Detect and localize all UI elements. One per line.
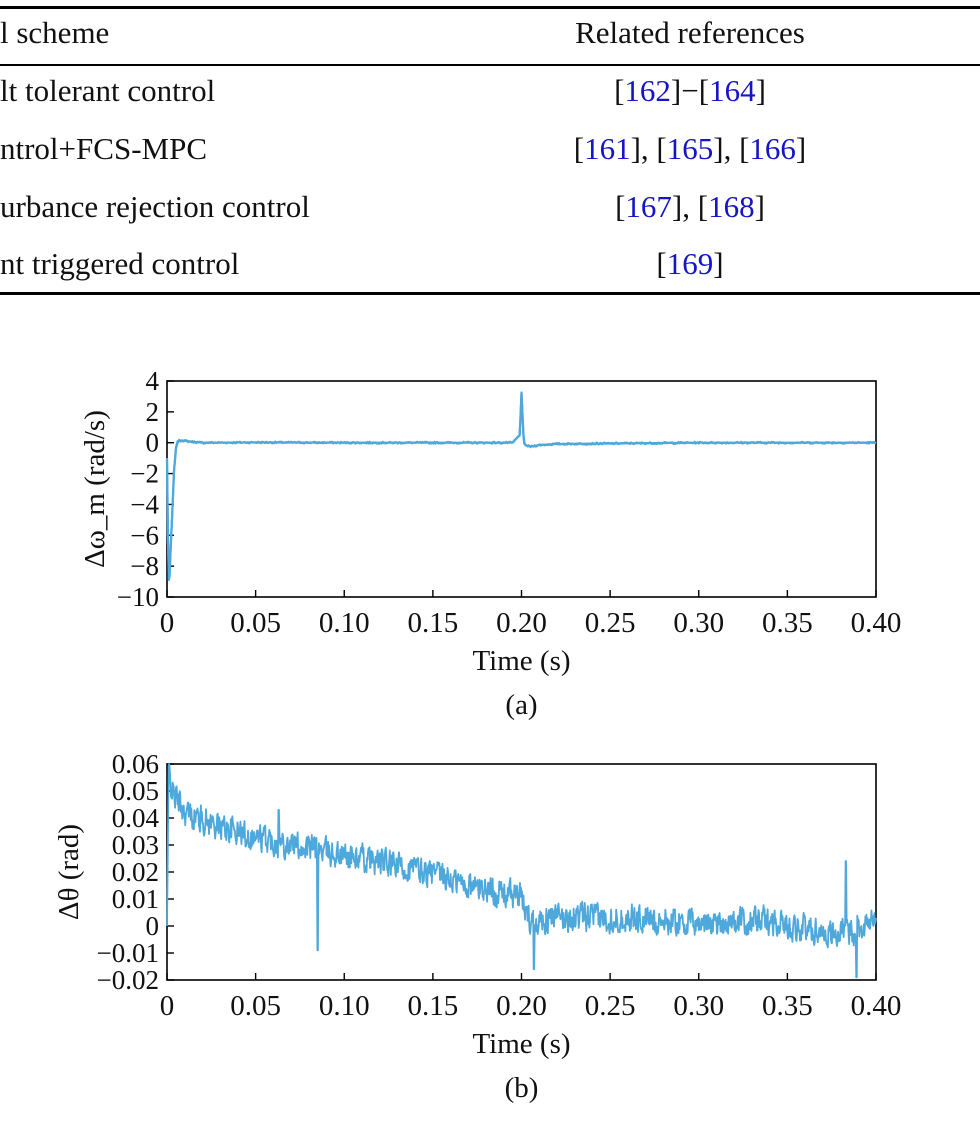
comparison-table: l scheme Related references lt tolerant … xyxy=(0,0,980,300)
citation-link[interactable]: 162 xyxy=(624,73,671,108)
x-tick-label: 0.20 xyxy=(496,607,547,639)
y-tick-label: 0.03 xyxy=(112,830,159,860)
y-tick-label: 0.05 xyxy=(112,776,159,806)
citation-link[interactable]: 168 xyxy=(708,189,755,224)
citation-bracket: ], [ xyxy=(630,131,667,166)
citation-bracket: ] xyxy=(754,189,765,224)
y-tick-label: −0.02 xyxy=(97,965,159,995)
x-tick-label: 0 xyxy=(160,607,175,639)
row-1-scheme: lt tolerant control xyxy=(0,73,216,108)
row-3-scheme: urbance rejection control xyxy=(0,189,310,224)
y-tick-label: 0 xyxy=(146,428,160,458)
x-tick-label: 0.20 xyxy=(496,990,547,1022)
y-tick-label: −10 xyxy=(117,582,159,612)
citation-bracket: [ xyxy=(615,189,626,224)
y-tick-label: 0.01 xyxy=(112,884,159,914)
x-tick-label: 0.30 xyxy=(673,607,724,639)
table-header-rule xyxy=(0,64,980,66)
panel-label: (b) xyxy=(505,1072,539,1104)
citation-bracket: ] xyxy=(755,73,766,108)
x-tick-label: 0.25 xyxy=(585,990,636,1022)
plot-frame xyxy=(166,763,877,981)
y-tick-label: −8 xyxy=(130,551,159,581)
series-line xyxy=(165,391,877,580)
citation-bracket: [ xyxy=(614,73,625,108)
citation-bracket: ], [ xyxy=(671,189,709,224)
x-tick-label: 0.40 xyxy=(851,990,902,1022)
y-axis-label-text: Δω_m (rad/s) xyxy=(79,410,111,568)
x-tick-label: 0.40 xyxy=(851,607,902,639)
x-tick-label: 0 xyxy=(160,990,175,1022)
row-4-scheme: nt triggered control xyxy=(0,246,240,281)
x-tick-label: 0.25 xyxy=(585,607,636,639)
x-tick-label: 0.35 xyxy=(762,607,813,639)
citation-link[interactable]: 167 xyxy=(625,189,672,224)
x-axis-label: Time (s) xyxy=(472,1028,570,1060)
x-tick-label: 0.15 xyxy=(408,990,459,1022)
x-tick-label: 0.15 xyxy=(408,607,459,639)
x-tick-label: 0.10 xyxy=(319,607,370,639)
series-keypoints xyxy=(165,392,876,582)
row-1-references: [162]−[164] xyxy=(560,73,820,109)
row-4-references: [169] xyxy=(560,246,820,282)
row-2-references: [161], [165], [166] xyxy=(560,131,820,167)
table-top-rule xyxy=(0,6,980,9)
y-axis-label-text: Δθ (rad) xyxy=(53,824,85,920)
y-tick-label: −2 xyxy=(130,459,159,489)
y-tick-label: 4 xyxy=(146,366,160,396)
citation-bracket: ] xyxy=(795,131,807,166)
x-tick-label: 0.30 xyxy=(673,990,724,1022)
citation-bracket: ] xyxy=(713,246,724,281)
table-bottom-rule xyxy=(0,292,980,295)
citation-bracket: ], [ xyxy=(713,131,750,166)
header-control-scheme: l scheme xyxy=(0,15,110,50)
citation-bracket: [ xyxy=(573,131,585,166)
x-tick-label: 0.05 xyxy=(230,607,281,639)
y-axis-label: Δω_m (rad/s) xyxy=(79,410,111,568)
y-tick-label: −4 xyxy=(130,489,159,519)
y-tick-label: −0.01 xyxy=(97,938,159,968)
y-tick-label: −6 xyxy=(130,520,159,550)
citation-bracket: ]−[ xyxy=(670,73,710,108)
x-tick-label: 0.35 xyxy=(762,990,813,1022)
x-tick-label: 0.05 xyxy=(230,990,281,1022)
y-axis-label: Δθ (rad) xyxy=(53,824,85,920)
x-axis-label: Time (s) xyxy=(472,645,570,677)
citation-link[interactable]: 161 xyxy=(584,131,631,166)
chart-a-speed-error: 0 0.05 0.10 0.15 0.20 0.25 0.30 0.35 0.40420−2−4… xyxy=(79,366,902,720)
header-related-references: Related references xyxy=(575,15,805,50)
citation-link[interactable]: 165 xyxy=(666,131,714,166)
y-tick-label: 0.02 xyxy=(112,857,159,887)
chart-b-position-error: 0 0.05 0.10 0.15 0.20 0.25 0.30 0.35 0.400.060.0… xyxy=(53,749,902,1104)
y-tick-label: 0.06 xyxy=(112,749,159,779)
row-3-references: [167], [168] xyxy=(560,189,820,225)
x-tick-label: 0.10 xyxy=(319,990,370,1022)
panel-label: (a) xyxy=(505,689,537,720)
citation-link[interactable]: 164 xyxy=(709,73,756,108)
y-tick-label: 2 xyxy=(146,397,160,427)
y-tick-label: 0.04 xyxy=(112,803,160,833)
citation-link[interactable]: 169 xyxy=(666,246,714,281)
y-tick-label: 0 xyxy=(146,911,160,941)
series-line xyxy=(166,763,877,979)
citation-link[interactable]: 166 xyxy=(749,131,796,166)
row-2-scheme: ntrol+FCS-MPC xyxy=(0,131,207,166)
citation-bracket: [ xyxy=(656,246,667,281)
